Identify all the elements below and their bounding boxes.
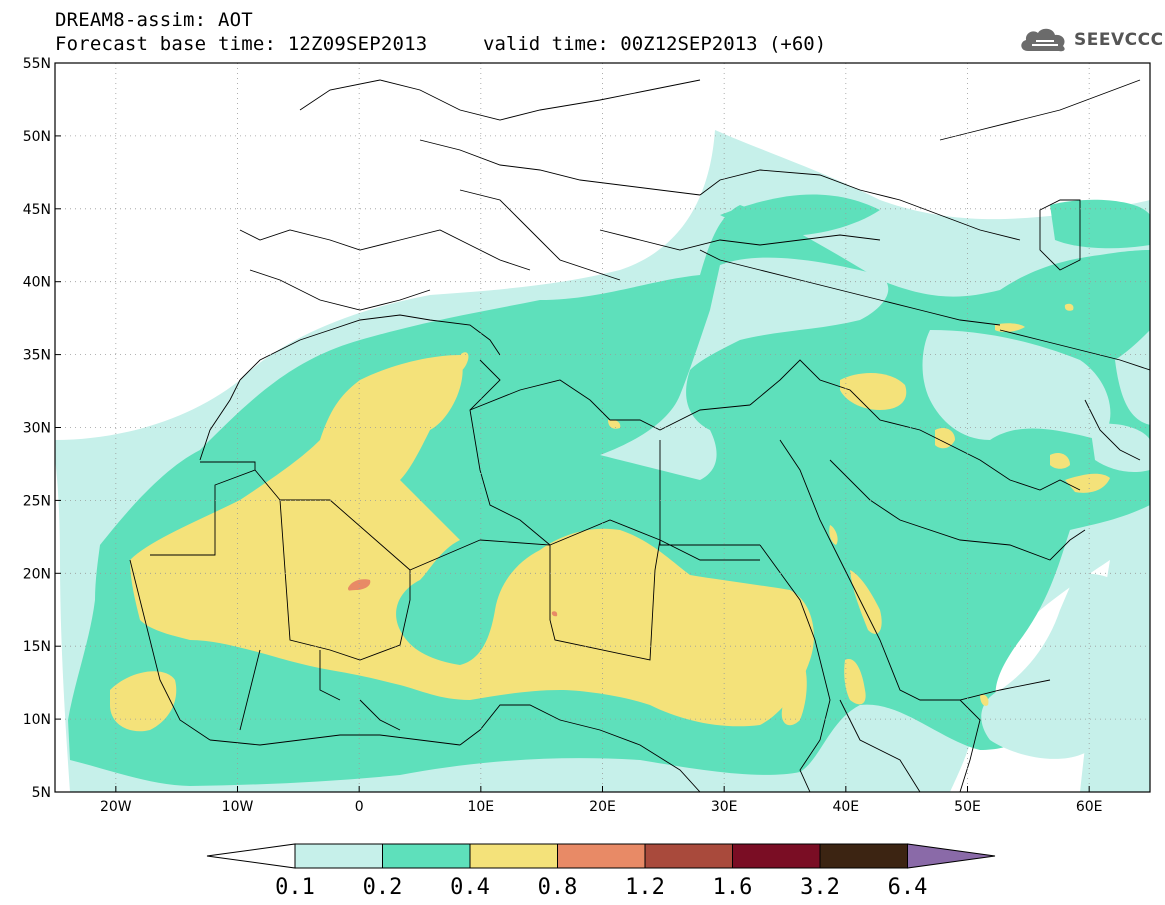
lat-tick-label: 10N [23, 712, 51, 728]
legend-color-box [294, 843, 383, 869]
logo-text: SEEVCCC [1074, 30, 1164, 50]
legend-threshold-label: 0.1 [275, 875, 315, 900]
legend-threshold-label: 0.4 [450, 875, 490, 900]
map-axes: 20W 10W 0 10E 20E 30E 40E 50E 60E 55N 50N 45N 40N 35N… [23, 56, 1103, 815]
lat-tick-label: 5N [32, 785, 51, 801]
aot-band-0.4 [110, 303, 1110, 732]
forecast-base-time: Forecast base time: 12Z09SEP2013 [55, 33, 428, 55]
lat-tick-label: 20N [23, 566, 51, 582]
lat-tick-label: 50N [23, 129, 51, 145]
lat-tick-label: 35N [23, 348, 51, 364]
cloud-icon [1021, 28, 1065, 52]
legend-color-box [732, 843, 821, 869]
map-title: DREAM8-assim: AOT [55, 9, 253, 31]
lat-tick-label: 25N [23, 493, 51, 509]
legend-threshold-label: 1.2 [625, 875, 665, 900]
lat-tick-label: 15N [23, 639, 51, 655]
seevccc-logo: SEEVCCC [1018, 24, 1164, 56]
lon-tick-label: 10E [467, 799, 494, 815]
lon-tick-label: 40E [832, 799, 859, 815]
valid-time: valid time: 00Z12SEP2013 (+60) [483, 33, 827, 55]
legend-threshold-label: 1.6 [713, 875, 753, 900]
legend-threshold-label: 6.4 [888, 875, 928, 900]
lon-tick-label: 0 [355, 799, 364, 815]
legend-color-box [644, 843, 733, 869]
lat-tick-label: 45N [23, 202, 51, 218]
legend-below-triangle [206, 843, 296, 869]
legend-color-box [382, 843, 471, 869]
lon-tick-label: 30E [711, 799, 738, 815]
legend-threshold-label: 0.2 [363, 875, 403, 900]
lon-tick-label: 60E [1076, 799, 1103, 815]
coastlines [129, 79, 1150, 792]
lon-tick-label: 10W [222, 799, 254, 815]
legend-color-box [469, 843, 558, 869]
legend-threshold-label: 0.8 [538, 875, 578, 900]
lon-tick-label: 20E [589, 799, 616, 815]
lat-tick-label: 40N [23, 275, 51, 291]
legend-color-box [557, 843, 646, 869]
aot-contour-layer [55, 63, 1150, 792]
aot-band-0.8 [348, 579, 558, 617]
lon-tick-label: 50E [954, 799, 981, 815]
legend-color-box [819, 843, 908, 869]
lat-tick-label: 30N [23, 421, 51, 437]
lon-tick-label: 20W [100, 799, 132, 815]
legend-above-triangle [907, 843, 996, 869]
legend-threshold-label: 3.2 [800, 875, 840, 900]
lat-tick-label: 55N [23, 56, 51, 72]
